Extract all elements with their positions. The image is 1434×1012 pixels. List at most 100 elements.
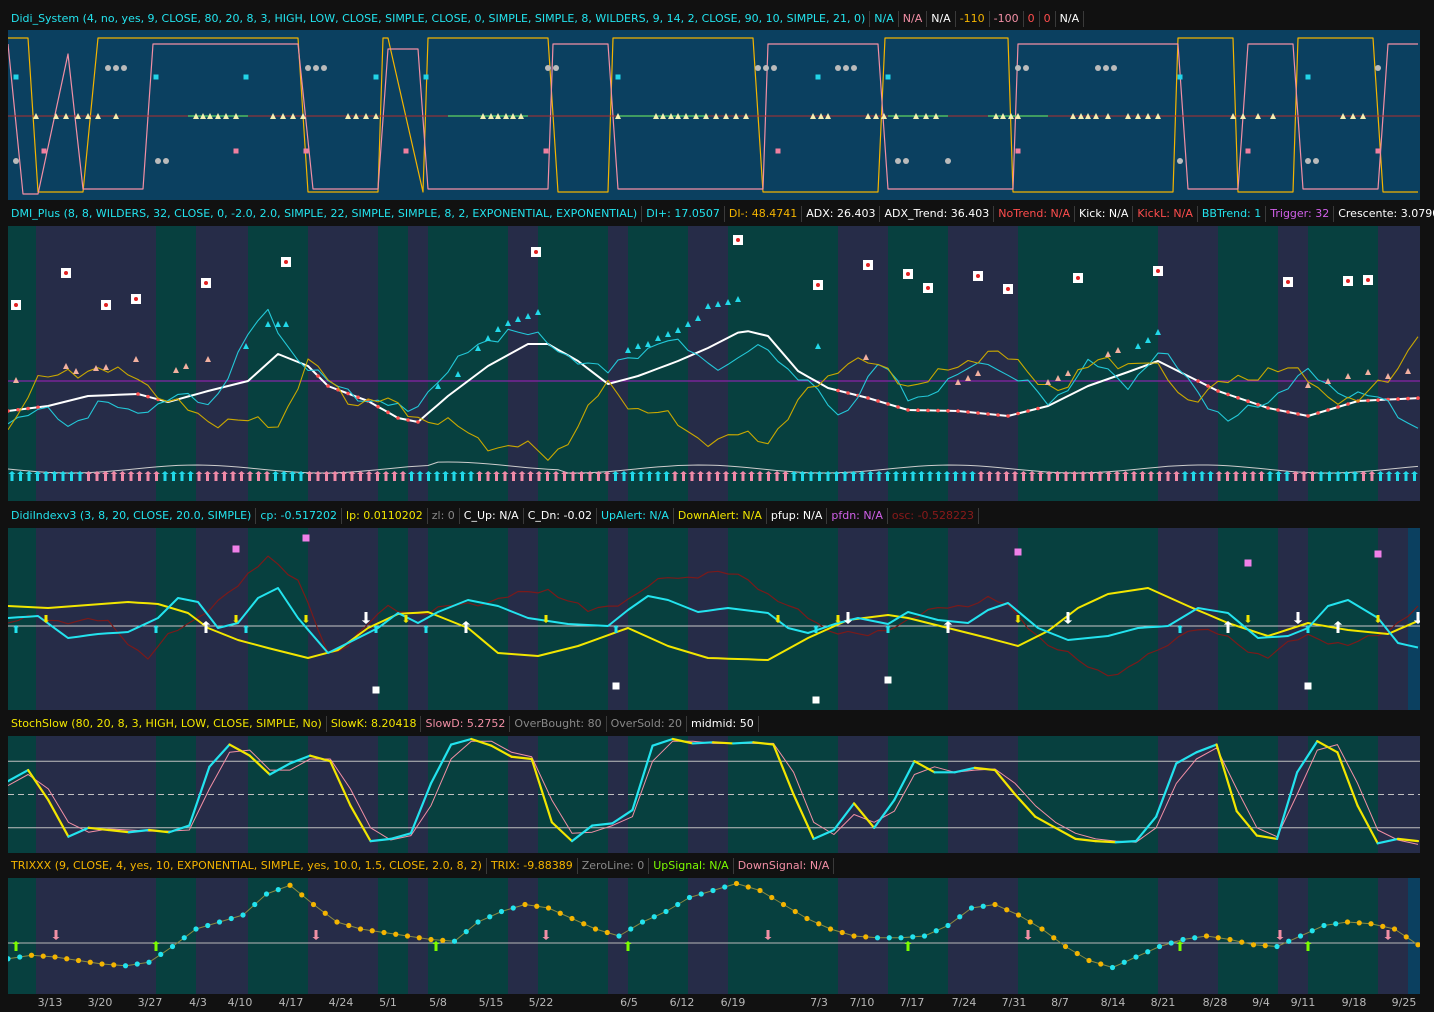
up-triangle-marker <box>207 113 213 119</box>
slowk-segment <box>1054 826 1077 841</box>
slowk-segment <box>570 824 594 843</box>
up-arrow-marker <box>1305 625 1311 633</box>
up-arrow-marker <box>433 471 441 481</box>
up-triangle-marker <box>615 113 621 119</box>
up-arrow-marker <box>613 625 619 633</box>
trix-dot <box>1039 926 1045 932</box>
up-arrow-marker <box>510 471 517 481</box>
slowk-segment <box>993 768 1017 796</box>
up-arrow-marker <box>229 471 237 481</box>
up-arrow-marker <box>1326 471 1333 481</box>
didi-system-plot[interactable] <box>8 30 1420 200</box>
adx-falling-dot <box>966 410 970 414</box>
kick-line <box>8 461 1419 474</box>
header-value: ADX_Trend: 36.403 <box>880 206 995 222</box>
slowk-segment <box>973 766 997 772</box>
up-arrow-marker <box>646 471 653 481</box>
up-triangle-marker <box>193 113 199 119</box>
up-triangle-marker <box>270 113 276 119</box>
up-triangle-marker <box>863 354 869 360</box>
up-triangle-marker <box>1270 113 1276 119</box>
background-band <box>308 226 378 501</box>
up-arrow-marker <box>357 471 364 481</box>
up-arrow-marker <box>926 471 934 481</box>
up-triangle-marker <box>1055 375 1061 381</box>
trix-dot <box>769 894 775 901</box>
adx-falling-dot <box>936 408 940 413</box>
up-arrow-marker <box>1334 471 1342 481</box>
up-arrow-marker <box>153 625 159 633</box>
up-triangle-marker <box>1145 113 1151 119</box>
down-arrow-marker <box>52 930 60 940</box>
up-arrow-marker <box>612 471 619 481</box>
up-triangle-marker <box>1155 329 1161 335</box>
up-triangle-marker <box>743 113 749 119</box>
up-triangle-marker <box>1325 378 1331 384</box>
header-value: N/A <box>927 11 956 27</box>
gray-dot-marker <box>1103 65 1109 71</box>
pfdn-marker <box>1244 559 1252 567</box>
up-arrow-marker <box>331 471 339 481</box>
background-band <box>408 226 428 501</box>
up-triangle-marker <box>933 113 939 119</box>
header-value: DMI_Plus (8, 8, WILDERS, 32, CLOSE, 0, -… <box>8 206 643 222</box>
up-triangle-marker <box>693 113 699 119</box>
up-arrow-marker <box>255 471 262 481</box>
didi-index-plot[interactable] <box>8 528 1420 710</box>
up-triangle-marker <box>485 335 491 341</box>
slowk-segment <box>1296 740 1319 774</box>
trix-dot <box>1015 912 1022 918</box>
background-band <box>538 878 608 994</box>
pink-square-marker <box>403 148 409 154</box>
trix-dot <box>299 892 305 898</box>
trix-dot <box>616 933 622 939</box>
header-value: zl: 0 <box>428 508 460 524</box>
adx-falling-dot <box>1246 399 1250 403</box>
up-arrow-marker <box>1360 471 1367 481</box>
trix-dot <box>17 954 23 960</box>
trix-dot <box>193 926 199 932</box>
trix-dot <box>346 922 352 929</box>
up-arrow-marker <box>423 625 429 633</box>
x-tick-label: 8/7 <box>1051 996 1069 1009</box>
cyan-square-marker <box>153 74 159 80</box>
up-triangle-marker <box>283 321 289 327</box>
background-band <box>688 878 728 994</box>
dmi-plus-plot[interactable] <box>8 226 1420 501</box>
up-arrow-marker <box>1105 471 1112 481</box>
background-band <box>1018 878 1158 994</box>
slowk-segment <box>309 754 332 763</box>
background-band <box>196 226 248 501</box>
up-arrow-marker <box>1079 471 1087 481</box>
header-value: TRIX: -9.88389 <box>487 858 578 874</box>
header-value: Crescente: 3.07907 <box>1334 206 1434 222</box>
trix-dot <box>1309 928 1315 934</box>
up-arrow-marker <box>1394 471 1401 481</box>
pfup-marker <box>812 696 820 704</box>
trix-dot <box>921 933 928 939</box>
red-center-dot <box>816 283 820 287</box>
up-arrow-marker <box>773 471 781 481</box>
down-arrow-marker <box>233 615 239 623</box>
up-arrow-marker <box>535 471 543 481</box>
header-value: DI-: 48.4741 <box>725 206 803 222</box>
red-center-dot <box>134 297 138 301</box>
adx-falling-dot <box>836 388 840 393</box>
background-band <box>728 528 838 710</box>
header-value: Trigger: 32 <box>1266 206 1335 222</box>
down-arrow-marker <box>843 612 853 624</box>
up-triangle-marker <box>645 341 651 347</box>
up-triangle-marker <box>1135 113 1141 119</box>
stoch-slow-plot[interactable] <box>8 736 1420 853</box>
up-triangle-marker <box>435 383 441 389</box>
up-arrow-marker <box>119 471 126 481</box>
background-band <box>378 878 408 994</box>
slowk-segment <box>87 826 110 832</box>
trixxx-plot[interactable] <box>8 878 1420 994</box>
up-triangle-marker <box>103 364 109 370</box>
di-minus-line <box>8 336 1419 461</box>
up-arrow-marker <box>280 471 288 481</box>
up-arrow-marker <box>484 471 492 481</box>
up-arrow-marker <box>1283 471 1291 481</box>
up-triangle-marker <box>715 301 721 307</box>
